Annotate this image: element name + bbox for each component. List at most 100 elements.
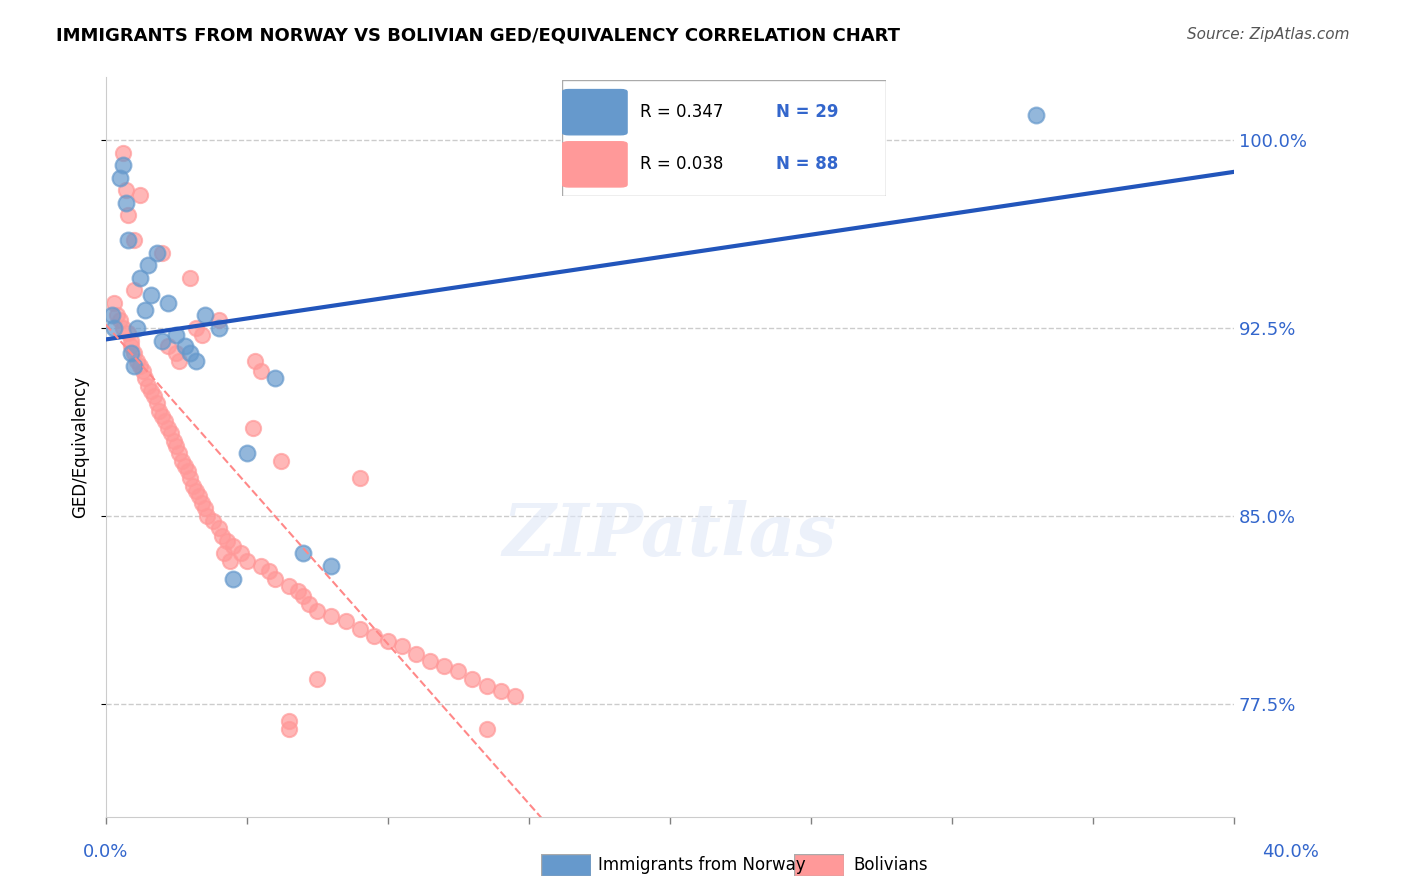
Point [114,195,136,210]
Point [170,454,193,468]
Point [159,426,181,441]
Point [1025,108,1047,122]
FancyBboxPatch shape [794,854,844,876]
Point [321,609,343,624]
Point [208,313,231,327]
Point [136,378,159,392]
Point [278,714,301,729]
Point [117,208,139,222]
FancyBboxPatch shape [562,80,886,196]
Point [184,353,207,368]
Point [148,403,170,417]
Point [202,514,225,528]
Point [117,233,139,247]
Point [165,346,187,360]
Point [120,334,142,348]
Text: R = 0.347: R = 0.347 [640,103,723,120]
Point [475,722,498,736]
Text: ZIPatlas: ZIPatlas [503,500,837,571]
Point [111,145,134,160]
Point [145,396,167,410]
Point [242,421,264,435]
Text: Source: ZipAtlas.com: Source: ZipAtlas.com [1187,27,1350,42]
Point [405,647,427,661]
Point [120,346,142,360]
Point [150,334,173,348]
Point [335,614,357,628]
Point [461,672,484,686]
Point [219,554,242,568]
Point [122,346,145,360]
Point [165,328,187,343]
Point [433,659,456,673]
Point [236,446,259,460]
Point [117,326,139,340]
Point [114,183,136,197]
Text: 0.0%: 0.0% [83,843,128,861]
Point [211,529,233,543]
Point [153,414,176,428]
Point [150,409,173,423]
Point [191,496,214,510]
Y-axis label: GED/Equivalency: GED/Equivalency [72,376,89,518]
Point [156,421,179,435]
Point [120,338,142,352]
Point [142,389,165,403]
Text: Immigrants from Norway: Immigrants from Norway [598,856,806,874]
Point [287,584,309,599]
Point [111,158,134,172]
Point [307,672,329,686]
Point [292,546,315,560]
Point [250,559,273,574]
Point [162,434,184,448]
Point [349,471,371,485]
Point [377,634,399,648]
Point [184,321,207,335]
Point [156,296,179,310]
Point [222,539,245,553]
Point [278,579,301,593]
Point [489,684,512,698]
Point [245,353,267,368]
Point [136,258,159,272]
Point [103,321,125,335]
Point [167,353,190,368]
Point [156,338,179,352]
Point [419,654,441,668]
FancyBboxPatch shape [541,854,591,876]
Text: N = 29: N = 29 [776,103,838,120]
Text: R = 0.038: R = 0.038 [640,155,723,173]
Point [100,309,122,323]
Point [179,346,201,360]
Point [176,464,198,478]
Point [307,604,329,618]
Point [231,546,253,560]
Point [222,572,245,586]
Point [150,245,173,260]
Point [194,309,217,323]
Point [270,454,292,468]
Point [716,120,738,135]
Point [131,363,153,377]
Point [128,271,150,285]
FancyBboxPatch shape [562,89,627,135]
Point [188,489,211,503]
Point [181,479,204,493]
Point [217,533,239,548]
Point [134,303,156,318]
Point [191,328,214,343]
Point [134,371,156,385]
Point [173,458,195,473]
Point [179,471,201,485]
Point [264,572,287,586]
Point [111,321,134,335]
Point [208,521,231,535]
Point [321,559,343,574]
Point [128,188,150,202]
Text: N = 88: N = 88 [776,155,838,173]
Point [128,359,150,373]
Point [278,722,301,736]
Point [447,664,470,678]
Point [250,363,273,377]
Point [349,622,371,636]
